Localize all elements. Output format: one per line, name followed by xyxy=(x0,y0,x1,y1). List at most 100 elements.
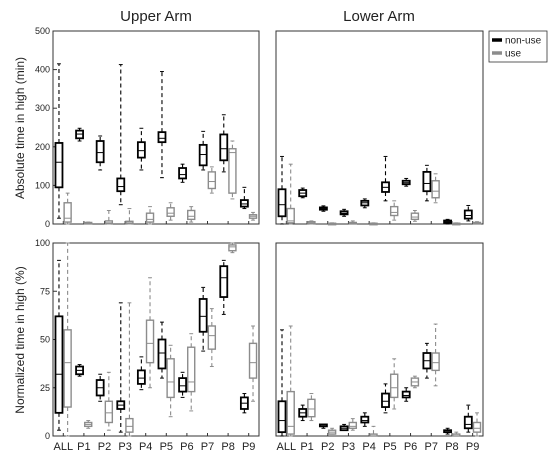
iqr-box xyxy=(239,199,249,208)
iqr-box xyxy=(472,421,482,433)
iqr-box xyxy=(228,244,237,252)
legend-box xyxy=(488,30,548,63)
iqr-box xyxy=(286,390,295,435)
x-tick-label-p6: P6 xyxy=(180,441,193,453)
x-tick-label-p1: P1 xyxy=(77,441,90,453)
box-nonuse-p1 xyxy=(75,364,84,377)
iqr-box xyxy=(219,265,229,298)
iqr-box xyxy=(136,369,146,385)
iqr-box xyxy=(431,180,440,199)
box-use-p4 xyxy=(145,206,155,225)
y-axis-label-absolute: Absolute time in high (min) xyxy=(13,57,27,199)
box-use-p9 xyxy=(472,412,482,437)
box-nonuse-p5 xyxy=(381,155,390,202)
iqr-box xyxy=(463,209,473,220)
box-nonuse-p3 xyxy=(339,423,349,432)
iqr-box xyxy=(228,148,237,194)
y-axis-label-normalized: Normalized time in high (%) xyxy=(13,266,27,413)
iqr-box xyxy=(157,131,167,144)
iqr-box xyxy=(187,209,196,221)
x-tick-label-p3: P3 xyxy=(118,441,131,453)
box-use-p3 xyxy=(125,302,134,437)
iqr-box xyxy=(207,171,217,190)
y-tick-label: 75 xyxy=(40,286,50,296)
x-tick-label-p9: P9 xyxy=(242,441,255,453)
iqr-box xyxy=(63,202,72,223)
box-use-p1 xyxy=(84,221,93,225)
iqr-box xyxy=(389,373,399,399)
box-nonuse-p6 xyxy=(178,163,187,183)
iqr-box xyxy=(381,392,390,408)
box-nonuse-p6 xyxy=(178,371,187,398)
box-use-p7 xyxy=(431,323,440,387)
y-tick-label: 100 xyxy=(35,180,50,190)
box-nonuse-p7 xyxy=(198,286,208,352)
iqr-box xyxy=(104,220,114,225)
box-nonuse-p4 xyxy=(360,198,370,209)
box-nonuse-p4 xyxy=(360,412,370,427)
box-nonuse-all xyxy=(54,63,64,219)
legend-label-non-use: non-use xyxy=(505,36,542,47)
iqr-box xyxy=(401,390,411,399)
box-nonuse-p8 xyxy=(443,218,453,225)
iqr-box xyxy=(463,415,473,430)
iqr-box xyxy=(136,141,146,159)
x-tick-label-p6: P6 xyxy=(404,441,417,453)
iqr-box xyxy=(95,140,105,164)
x-tick-label-p5: P5 xyxy=(160,441,173,453)
box-nonuse-all xyxy=(277,155,287,225)
iqr-box xyxy=(277,188,287,218)
legend-label-use: use xyxy=(505,49,522,60)
box-use-p5 xyxy=(166,344,175,418)
y-tick-label: 500 xyxy=(35,26,50,36)
box-nonuse-p5 xyxy=(157,321,167,379)
box-use-p9 xyxy=(248,325,258,402)
box-nonuse-p6 xyxy=(401,387,411,402)
box-use-p8 xyxy=(452,431,461,437)
x-tick-label-p7: P7 xyxy=(425,441,438,453)
box-nonuse-p8 xyxy=(219,114,229,173)
box-use-all xyxy=(286,163,295,225)
box-nonuse-p1 xyxy=(75,127,84,142)
box-use-p4 xyxy=(145,277,155,389)
box-use-p5 xyxy=(389,200,399,221)
iqr-box xyxy=(178,377,187,393)
x-tick-label-all: ALL xyxy=(54,441,74,453)
iqr-box xyxy=(63,329,72,408)
box-use-p3 xyxy=(125,208,134,225)
iqr-box xyxy=(54,142,64,189)
box-nonuse-p3 xyxy=(116,302,126,433)
axes-frame xyxy=(52,30,260,225)
box-use-p8 xyxy=(452,222,461,226)
x-tick-label-p4: P4 xyxy=(139,441,152,453)
box-use-p7 xyxy=(207,166,217,194)
box-use-p2 xyxy=(327,427,337,435)
box-use-p5 xyxy=(166,202,175,221)
box-use-p1 xyxy=(307,220,316,225)
axes-frame xyxy=(275,242,484,437)
iqr-box xyxy=(104,400,114,424)
iqr-box xyxy=(307,398,316,418)
iqr-box xyxy=(277,400,287,434)
x-tick-label-all: ALL xyxy=(277,441,297,453)
box-nonuse-p4 xyxy=(136,127,146,171)
box-nonuse-p2 xyxy=(95,373,105,402)
iqr-box xyxy=(410,212,420,221)
box-use-p8 xyxy=(228,140,237,200)
box-use-all xyxy=(286,325,295,437)
box-use-p5 xyxy=(389,358,399,410)
axes-frame xyxy=(275,30,484,225)
y-tick-label: 200 xyxy=(35,142,50,152)
panel-upper-arm-normalized: 0 25 50 75 100 ALL P1 P2 P3 P4 P5 P6 P7 P8 P9 xyxy=(35,238,260,453)
box-use-p2 xyxy=(104,371,114,431)
box-use-p6 xyxy=(187,206,196,223)
x-tick-label-p3: P3 xyxy=(342,441,355,453)
box-nonuse-p7 xyxy=(198,130,208,171)
box-use-p9 xyxy=(248,211,258,221)
box-use-p8 xyxy=(228,242,237,254)
iqr-box xyxy=(116,177,126,193)
iqr-box xyxy=(54,315,64,414)
box-nonuse-p2 xyxy=(318,205,328,212)
x-tick-label-p1: P1 xyxy=(300,441,313,453)
